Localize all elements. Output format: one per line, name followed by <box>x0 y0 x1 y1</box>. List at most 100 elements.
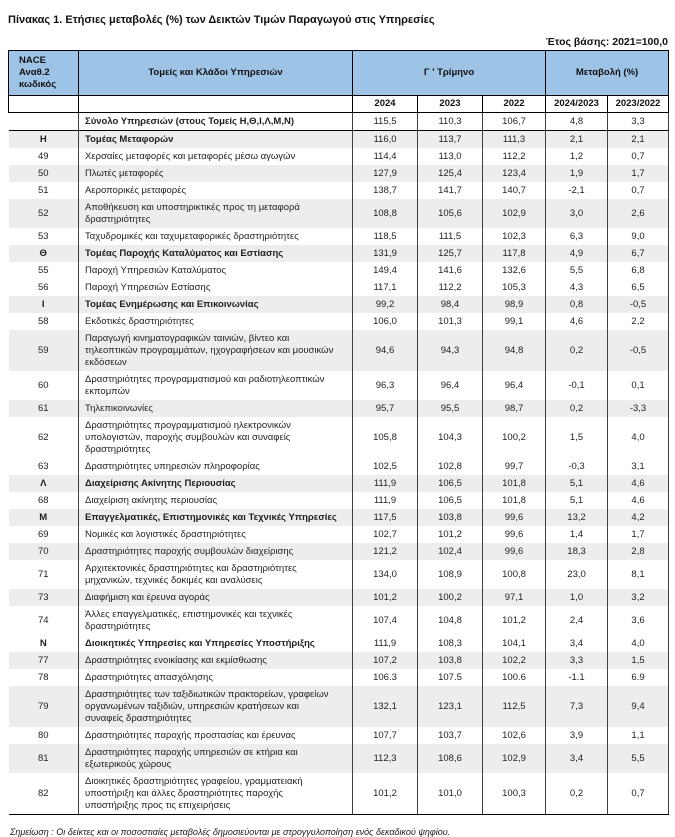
value-cell: 103,8 <box>417 652 483 669</box>
table-row: 51 Αεροπορικές μεταφορές 138,7 141,7 140,7 -2… <box>8 182 670 199</box>
value-cell: 104,3 <box>417 417 483 458</box>
sector-label-cell: Διαχείριση ακίνητης περιουσίας <box>78 492 353 509</box>
value-cell: -0,3 <box>545 458 609 475</box>
value-cell: 102,6 <box>482 727 547 744</box>
section-row: Ι Τομέας Ενημέρωσης και Επικοινωνίας 99,2 9… <box>8 296 670 313</box>
value-cell: -0,5 <box>607 296 670 313</box>
value-cell: 116,0 <box>352 130 418 148</box>
value-cell: 2,4 <box>545 606 609 635</box>
table-row: 79 Δραστηριότητες των ταξιδιωτικών πρακτο… <box>8 686 670 727</box>
value-cell: 1,5 <box>545 417 609 458</box>
value-cell: 99,7 <box>482 458 547 475</box>
value-cell: 3,2 <box>607 589 670 606</box>
value-cell: 6,5 <box>607 279 670 296</box>
value-cell: 0,2 <box>545 400 609 417</box>
value-cell: 1,1 <box>607 727 670 744</box>
value-cell: 3,3 <box>545 652 609 669</box>
year-header-row: 2024 2023 2022 2024/2023 2023/2022 <box>8 95 670 113</box>
sector-label-cell: Εκδοτικές δραστηριότητες <box>78 313 353 330</box>
value-cell: 4,6 <box>607 475 670 492</box>
sector-label-cell: Διοικητικές Υπηρεσίες και Υπηρεσίες Υποσ… <box>78 635 353 652</box>
nace-code-cell <box>8 112 79 131</box>
value-cell: 2,1 <box>607 130 670 148</box>
value-cell: 102,9 <box>482 744 547 773</box>
value-cell: 149,4 <box>352 262 418 279</box>
value-cell: 99,2 <box>352 296 418 313</box>
sector-label-cell: Παροχή Υπηρεσιών Εστίασης <box>78 279 353 296</box>
nace-code-cell: 63 <box>8 458 79 475</box>
sector-label-cell: Αεροπορικές μεταφορές <box>78 182 353 199</box>
nace-code-cell: 56 <box>8 279 79 296</box>
value-cell: 108,3 <box>417 635 483 652</box>
empty-header-cell <box>78 95 353 113</box>
value-cell: 113,0 <box>417 148 483 165</box>
value-cell: 3,4 <box>545 635 609 652</box>
table-body: Σύνολο Υπηρεσιών (στους Τομείς Η,Θ,Ι,Λ,Μ… <box>8 112 670 815</box>
table-row: 81 Δραστηριότητες παροχής υπηρεσιών σε κτ… <box>8 744 670 773</box>
value-cell: 138,7 <box>352 182 418 199</box>
total-row: Σύνολο Υπηρεσιών (στους Τομείς Η,Θ,Ι,Λ,Μ… <box>8 112 670 131</box>
value-cell: 4,8 <box>545 112 609 131</box>
section-row: Λ Διαχείρισης Ακίνητης Περιουσίας 111,9 106… <box>8 475 670 492</box>
value-cell: 5,1 <box>545 475 609 492</box>
value-cell: 107.5 <box>417 669 483 686</box>
value-cell: 2,2 <box>607 313 670 330</box>
value-cell: 4,0 <box>607 635 670 652</box>
value-cell: 99,6 <box>482 543 547 560</box>
page-title: Πίνακας 1. Ετήσιες μεταβολές (%) των Δει… <box>8 14 435 26</box>
value-cell: 18,3 <box>545 543 609 560</box>
nace-code-cell: 50 <box>8 165 79 182</box>
sector-label-cell: Επαγγελματικές, Επιστημονικές και Τεχνικ… <box>78 509 353 526</box>
value-cell: 1,7 <box>607 165 670 182</box>
sector-label-cell: Παραγωγή κινηματογραφικών ταινιών, βίντε… <box>78 330 353 371</box>
value-cell: 114,4 <box>352 148 418 165</box>
value-cell: 140,7 <box>482 182 547 199</box>
sector-label-cell: Τηλεπικοινωνίες <box>78 400 353 417</box>
value-cell: 107,2 <box>352 652 418 669</box>
nace-code-cell: 61 <box>8 400 79 417</box>
value-cell: 4,3 <box>545 279 609 296</box>
sector-label-cell: Αποθήκευση και υποστηρικτικές προς τη με… <box>78 199 353 228</box>
table-row: 61 Τηλεπικοινωνίες 95,7 95,5 98,7 0,2 -3,3 <box>8 400 670 417</box>
value-cell: 7,3 <box>545 686 609 727</box>
value-cell: 6,8 <box>607 262 670 279</box>
nace-code-cell: 60 <box>8 371 79 400</box>
value-cell: 1,9 <box>545 165 609 182</box>
value-cell: 111,9 <box>352 635 418 652</box>
value-cell: 117,8 <box>482 245 547 262</box>
section-row: Η Τομέας Μεταφορών 116,0 113,7 111,3 2,1 2,1 <box>8 130 670 148</box>
value-cell: 104,8 <box>417 606 483 635</box>
footnote: Σημείωση : Οι δείκτες και οι ποσοστιαίες… <box>10 827 451 837</box>
value-cell: 103,7 <box>417 727 483 744</box>
sector-label-cell: Νομικές και λογιστικές δραστηριότητες <box>78 526 353 543</box>
value-cell: 108,9 <box>417 560 483 589</box>
sector-label-cell: Τομέας Ενημέρωσης και Επικοινωνίας <box>78 296 353 313</box>
producer-price-index-table: NACE Αναθ.2 κωδικός Τομείς και Κλάδοι Υπ… <box>8 50 670 815</box>
value-cell: 0,8 <box>545 296 609 313</box>
value-cell: 111,9 <box>352 475 418 492</box>
value-cell: 111,9 <box>352 492 418 509</box>
value-cell: -1.1 <box>545 669 609 686</box>
table-row: 68 Διαχείριση ακίνητης περιουσίας 111,9 106… <box>8 492 670 509</box>
value-cell: 94,6 <box>352 330 418 371</box>
nace-code-header: NACE Αναθ.2 κωδικός <box>8 50 79 96</box>
sector-label-cell: Δραστηριότητες υπηρεσιών πληροφορίας <box>78 458 353 475</box>
value-cell: 102,4 <box>417 543 483 560</box>
value-cell: 102,3 <box>482 228 547 245</box>
table-row: 80 Δραστηριότητες παροχής προστασίας και … <box>8 727 670 744</box>
table-row: 53 Ταχυδρομικές και ταχυμεταφορικές δραστ… <box>8 228 670 245</box>
value-cell: 123,1 <box>417 686 483 727</box>
sector-label-cell: Σύνολο Υπηρεσιών (στους Τομείς Η,Θ,Ι,Λ,Μ… <box>78 112 353 131</box>
sector-label-cell: Δραστηριότητες των ταξιδιωτικών πρακτορε… <box>78 686 353 727</box>
value-cell: 98,7 <box>482 400 547 417</box>
value-cell: 1,2 <box>545 148 609 165</box>
value-cell: 95,5 <box>417 400 483 417</box>
nace-code-cell: 62 <box>8 417 79 458</box>
table-row: 62 Δραστηριότητες προγραμματισμού ηλεκτρο… <box>8 417 670 458</box>
value-cell: 23,0 <box>545 560 609 589</box>
sector-label-cell: Δραστηριότητες προγραμματισμού και ραδιο… <box>78 371 353 400</box>
change-header-2024-2023: 2024/2023 <box>545 95 609 113</box>
section-row: Θ Τομέας Παροχής Καταλύματος και Εστίασης… <box>8 245 670 262</box>
year-header-2023: 2023 <box>417 95 483 113</box>
value-cell: 100.6 <box>482 669 547 686</box>
